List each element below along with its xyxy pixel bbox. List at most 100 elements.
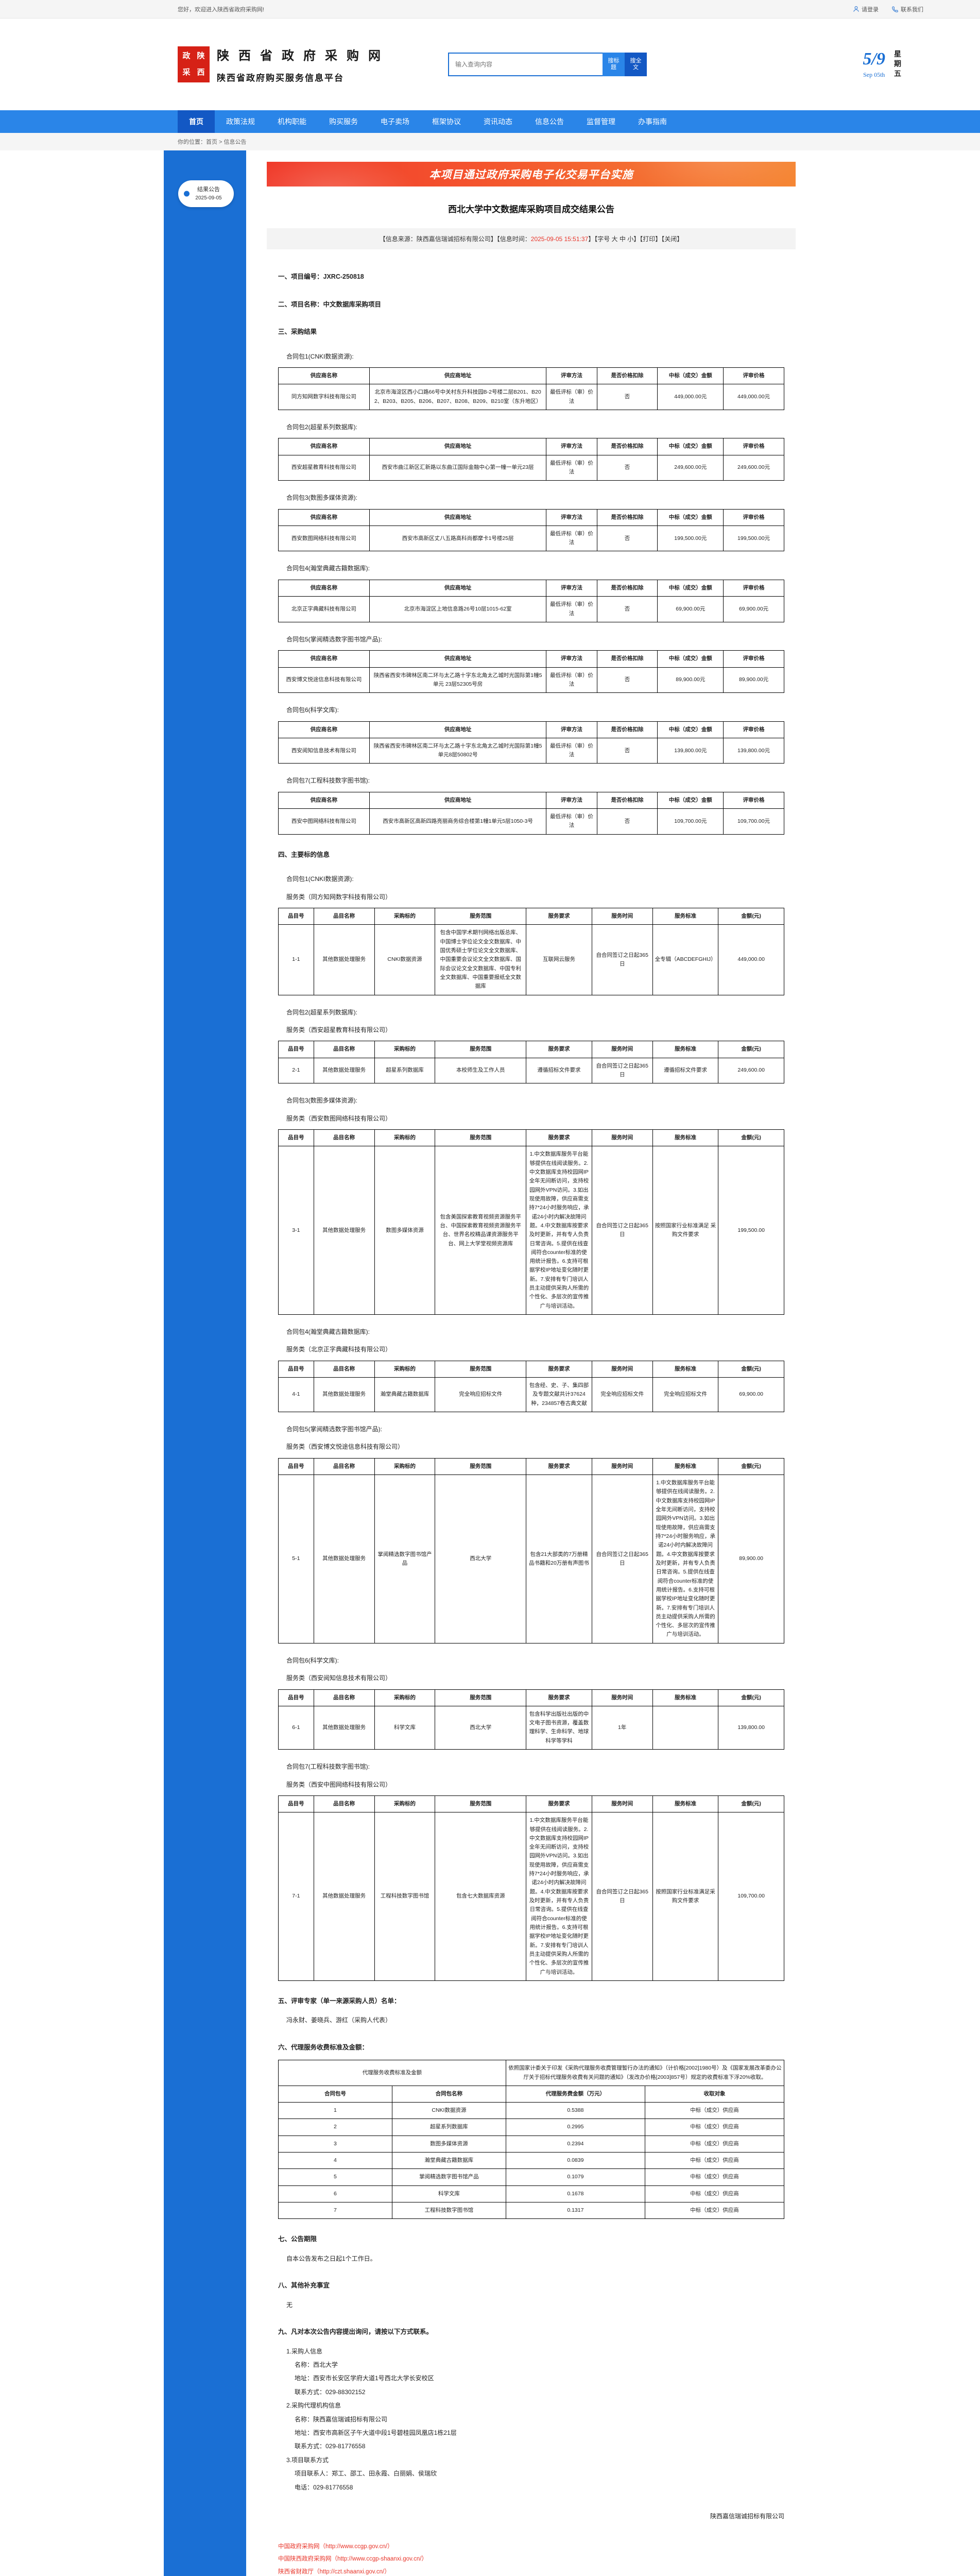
column-header-4: 中标（成交）金额	[657, 721, 724, 738]
main-category-heading-1: 服务类（同方知网数字科技有限公司）	[286, 893, 392, 901]
nav-item-6[interactable]: 资讯动态	[484, 117, 512, 126]
purchaser-phone: 联系方式：029-88302152	[295, 2388, 366, 2396]
contact-link[interactable]: 联系我们	[892, 5, 923, 13]
cell-7: 139,800.00	[718, 1705, 784, 1750]
nav-item-2[interactable]: 机构职能	[278, 117, 306, 126]
main-table-3: 品目号 品目名称 采购标的 服务范围 服务要求 服务时间 服务标准 金额(元) 3-1 其他数据处…	[278, 1129, 784, 1315]
search-input[interactable]	[448, 53, 603, 76]
cell-5: 69,900.00元	[723, 596, 784, 622]
column-header-1: 品目名称	[313, 1129, 375, 1147]
search-box[interactable]: 搜标题 搜全文	[448, 53, 647, 76]
cell-0: 4-1	[278, 1377, 314, 1413]
column-header-2: 采购标的	[374, 1129, 436, 1147]
column-header-5: 评审价格	[723, 721, 784, 738]
column-header-3: 服务范围	[435, 1795, 527, 1813]
nav-item-1[interactable]: 政策法规	[226, 117, 255, 126]
related-link-2[interactable]: 陕西省财政厅（http://czt.shaanxi.gov.cn/）	[278, 2568, 390, 2575]
cell-4: 139,800.00元	[657, 737, 724, 764]
site-logo[interactable]: 政 陕 采 西 陕 西 省 政 府 采 购 网 陕西省政府购买服务信息平台	[178, 45, 384, 83]
cell-2: 掌阅精选数字图书馆产品	[374, 1475, 436, 1643]
seal-char-4: 西	[197, 68, 205, 77]
purchaser-address: 地址：西安市长安区学府大道1号西北大学长安校区	[295, 2375, 434, 2382]
section-8-body: 无	[286, 2301, 293, 2309]
related-link-1[interactable]: 中国陕西政府采购网（http://www.ccgp-shaanxi.gov.cn…	[278, 2556, 427, 2563]
nav-item-9[interactable]: 办事指南	[638, 117, 667, 126]
breadcrumb-item-1[interactable]: 信息公告	[223, 139, 247, 145]
nav-item-8[interactable]: 监督管理	[587, 117, 615, 126]
main-category-heading-3: 服务类（西安数图网络科技有限公司）	[286, 1114, 392, 1122]
fee-table: 代理服务收费标准及金额 依照国家计委关于印发《采购代理服务收费管理暂行办法的通知…	[278, 2060, 785, 2219]
cell-1: 其他数据处理服务	[313, 924, 375, 995]
search-fulltext-button[interactable]: 搜全文	[625, 53, 647, 76]
date-weekday: 星期五	[893, 49, 902, 79]
cell-7: 199,500.00	[718, 1146, 784, 1315]
table-header-row: 供应商名称 供应商地址 评审方法 是否价格扣除 中标（成交）金额 评审价格	[278, 650, 784, 668]
column-header-4: 服务要求	[526, 908, 592, 925]
cell-3: 西北大学	[435, 1475, 527, 1643]
page-body: 结果公告 2025-09-05 本项目通过政府采购电子化交易平台实施 西北大学中…	[0, 150, 980, 2576]
column-header-3: 服务范围	[435, 1129, 527, 1147]
login-link[interactable]: 请登录	[853, 5, 879, 13]
nav-item-5[interactable]: 框架协议	[432, 117, 461, 126]
nav-item-0[interactable]: 首页	[178, 110, 215, 133]
column-header-2: 采购标的	[374, 1689, 436, 1706]
column-header-7: 金额(元)	[718, 1458, 784, 1476]
section-6-title: 六、代理服务收费标准及金额：	[278, 2043, 369, 2051]
fee-cell-1: 科学文库	[391, 2185, 506, 2203]
result-table-5: 供应商名称 供应商地址 评审方法 是否价格扣除 中标（成交）金额 评审价格 西安博文悦途信息…	[278, 650, 784, 693]
left-rail: 结果公告 2025-09-05	[164, 150, 246, 2576]
column-header-0: 供应商名称	[278, 650, 370, 668]
search-title-button[interactable]: 搜标题	[603, 53, 625, 76]
purchaser-group-title: 1.采购人信息	[286, 2347, 323, 2355]
meta-fontsize-controls[interactable]: 】【字号 大 中 小】	[588, 235, 640, 243]
table-row: 6-1 其他数据处理服务 科学文库 西北大学 包含科学出版社出版的中文电子图书资源，覆盖…	[278, 1705, 784, 1750]
cell-3: 西北大学	[435, 1705, 527, 1750]
section-3-title: 三、采购结果	[278, 328, 317, 335]
document-meta: 【信息来源：陕西嘉信瑞诚招标有限公司】【信息时间：2025-09-05 15:5…	[267, 228, 796, 249]
cell-3: 否	[596, 667, 658, 693]
cell-5: 自合同签订之日起365日	[591, 1812, 653, 1981]
fee-cell-2: 0.2995	[505, 2119, 645, 2136]
fee-cell-2: 0.5388	[505, 2102, 645, 2120]
close-button[interactable]: 【关闭】	[661, 235, 683, 243]
cell-4: 包含科学出版社出版的中文电子图书资源，覆盖数理科学、生命科学、地球科学等学科	[526, 1705, 592, 1750]
breadcrumb-item-0[interactable]: 首页	[206, 139, 217, 145]
table-header-row: 供应商名称 供应商地址 评审方法 是否价格扣除 中标（成交）金额 评审价格	[278, 438, 784, 455]
cell-0: 北京正字典藏科技有限公司	[278, 596, 370, 622]
table-header-row: 供应商名称 供应商地址 评审方法 是否价格扣除 中标（成交）金额 评审价格	[278, 721, 784, 738]
fee-table-row: 2 超星系列数据库 0.2995 中标（成交）供应商	[278, 2119, 785, 2136]
cell-2: 数图多媒体资源	[374, 1146, 436, 1315]
cell-5: 自合同签订之日起365日	[591, 1146, 653, 1315]
column-header-1: 品目名称	[313, 1041, 375, 1058]
column-header-4: 服务要求	[526, 1458, 592, 1476]
cell-1: 其他数据处理服务	[313, 1705, 375, 1750]
nav-item-3[interactable]: 购买服务	[329, 117, 358, 126]
cell-2: 瀚堂典藏古籍数据库	[374, 1377, 436, 1413]
print-button[interactable]: 【打印】	[640, 235, 662, 243]
column-header-5: 服务时间	[591, 1041, 653, 1058]
table-row: 7-1 其他数据处理服务 工程科技数字图书馆 包含七大数据库资源 1.中文数据库服务平台…	[278, 1812, 784, 1981]
nav-item-7[interactable]: 信息公告	[535, 117, 564, 126]
table-row: 同方知网数字科技有限公司 北京市海淀区西小口路66号中关村东升科技园B-2号楼二层…	[278, 384, 784, 410]
cell-4: 遵循招标文件要求	[526, 1057, 592, 1084]
package-heading-1: 合同包1(CNKI数据资源):	[286, 352, 354, 360]
column-header-4: 服务要求	[526, 1360, 592, 1378]
cell-0: 6-1	[278, 1705, 314, 1750]
cell-5: 自合同签订之日起365日	[591, 924, 653, 995]
main-category-heading-7: 服务类（西安中图网络科技有限公司）	[286, 1781, 392, 1788]
table-row: 北京正字典藏科技有限公司 北京市海淀区上地信息路26号10层1015-62室 最低评…	[278, 596, 784, 622]
column-header-0: 品目号	[278, 1689, 314, 1706]
column-header-4: 服务要求	[526, 1041, 592, 1058]
column-header-2: 评审方法	[546, 791, 597, 809]
cell-2: 最低评标（审）价法	[546, 525, 597, 552]
fee-column-header-0: 合同包号	[278, 2085, 392, 2103]
cell-3: 包含中国学术期刊网络出版总库、中国博士学位论文全文数据库、中国优秀硕士学位论文全…	[435, 924, 527, 995]
main-table-1: 品目号 品目名称 采购标的 服务范围 服务要求 服务时间 服务标准 金额(元) 1-1 其他数据处…	[278, 908, 784, 995]
cell-5: 109,700.00元	[723, 808, 784, 835]
related-link-0[interactable]: 中国政府采购网（http://www.ccgp.gov.cn/）	[278, 2544, 393, 2550]
section-5-title: 五、评审专家（单一来源采购人员）名单：	[278, 1997, 401, 2005]
contact-label: 联系我们	[901, 6, 923, 13]
main-navigation: 首页 政策法规 机构职能 购买服务 电子卖场 框架协议 资讯动态 信息公告 监督管理 办事指南	[0, 110, 980, 133]
cell-2: 工程科技数字图书馆	[374, 1812, 436, 1981]
nav-item-4[interactable]: 电子卖场	[381, 117, 409, 126]
